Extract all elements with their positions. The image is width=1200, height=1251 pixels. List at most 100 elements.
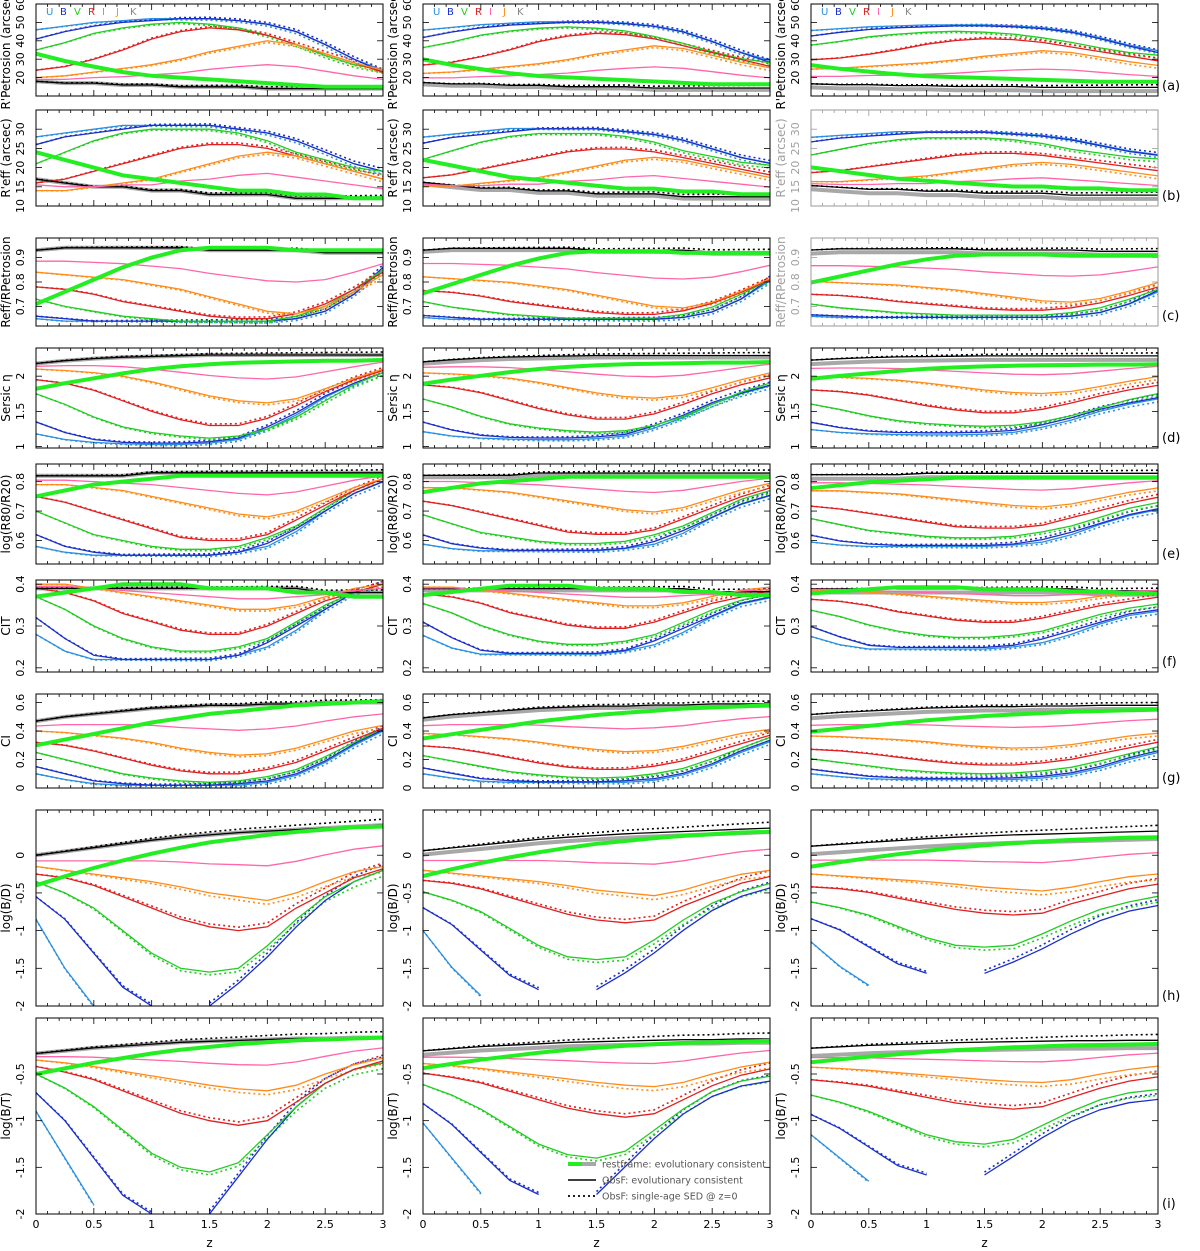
y-tick-label: 20	[14, 161, 27, 175]
y-tick-label: 0.8	[789, 273, 802, 291]
series-line-V-dotted	[811, 748, 1158, 777]
series-line-J	[811, 732, 1158, 749]
series-group	[423, 469, 770, 554]
series-line-V	[423, 489, 770, 545]
y-tick-label: -1.5	[789, 958, 802, 979]
series-group	[811, 352, 1158, 437]
series-group	[811, 469, 1158, 549]
series-line-J-dotted	[423, 586, 770, 609]
series-line-K	[811, 184, 1158, 196]
y-tick-label: 0.7	[789, 502, 802, 520]
series-line-J-dotted	[811, 735, 1158, 751]
series-line-B	[36, 266, 383, 322]
series-group	[36, 123, 383, 201]
y-tick-label: 2	[14, 373, 27, 380]
y-tick-label: -0.5	[401, 1063, 414, 1084]
legend-label: ObsF: single-age SED @ z=0	[602, 1192, 738, 1203]
series-group	[423, 700, 770, 785]
y-axis-label: log(B/T)	[0, 1092, 13, 1139]
series-line-restframe	[36, 699, 383, 748]
x-tick-label: 0	[420, 1218, 427, 1231]
y-tick-label: 0	[789, 785, 802, 792]
y-tick-label: 15	[14, 180, 27, 194]
panel-label: (d)	[1162, 431, 1180, 446]
series-line-R-dotted	[423, 146, 770, 179]
series-line-B-dotted	[423, 736, 770, 782]
series-line-B	[811, 131, 1158, 156]
series-line-K	[423, 181, 770, 198]
y-tick-label: 0.3	[401, 617, 414, 635]
y-axis-label: R'eff (arcsec)	[386, 118, 400, 197]
series-line-V	[36, 869, 383, 973]
x-tick-label: 0	[808, 1218, 815, 1231]
series-group	[36, 818, 383, 1006]
series-line-V	[423, 132, 770, 166]
band-letter-R: R	[863, 7, 870, 18]
series-line-R-dotted	[36, 724, 383, 774]
y-tick-label: 20	[789, 161, 802, 175]
y-tick-label: 0.4	[14, 722, 27, 740]
series-line-B	[811, 750, 1158, 780]
series-line-J-dotted	[811, 490, 1158, 510]
y-tick-label: 20	[14, 71, 27, 85]
series-line-R-dotted	[423, 731, 770, 769]
y-tick-label: -1.5	[401, 958, 414, 979]
x-tick-label: 2.5	[1091, 1218, 1109, 1231]
series-line-B-dotted	[423, 593, 770, 654]
y-tick-label: 1.5	[14, 403, 27, 421]
band-letter-K: K	[517, 7, 524, 18]
x-tick-label: 3	[380, 1218, 387, 1231]
series-line-restframe	[423, 57, 770, 87]
series-line-R	[423, 875, 770, 924]
series-line-U-dotted	[811, 613, 1158, 652]
panel-row2-col3: 10 15 20 25 30R'eff (arcsec) (b)	[774, 109, 1180, 213]
series-line-B	[423, 21, 770, 63]
series-line-restframe	[811, 475, 1158, 491]
series-line-I	[36, 1047, 383, 1066]
y-tick-label: 0.3	[789, 617, 802, 635]
series-line-U-dotted	[811, 25, 1158, 55]
series-line-U	[36, 1110, 95, 1206]
y-tick-label: 0.4	[789, 575, 802, 593]
y-tick-label: 25	[401, 141, 414, 155]
series-line-R	[36, 583, 383, 636]
series-line-J	[811, 161, 1158, 183]
series-group	[423, 246, 770, 322]
y-tick-label: 60	[14, 0, 27, 11]
y-tick-label: 50	[14, 15, 27, 29]
series-line-R	[811, 152, 1158, 174]
y-tick-label: 10	[401, 199, 414, 213]
series-line-B	[811, 609, 1158, 649]
series-line-V-dotted	[36, 875, 383, 976]
series-group	[811, 246, 1158, 321]
y-axis-label: CIT	[774, 616, 788, 636]
y-axis-label: Sersic η	[0, 374, 13, 422]
y-tick-label: 1.5	[789, 403, 802, 421]
series-line-J	[811, 375, 1158, 395]
panel-row1-col2: 20 30 40 50 60R'Petrosion (arcsec) U B V R I J K	[386, 0, 771, 110]
series-group	[811, 130, 1158, 201]
series-line-R-dotted	[811, 1070, 1158, 1107]
y-tick-label: 0.2	[14, 659, 27, 677]
series-line-J	[423, 869, 770, 897]
series-line-B	[423, 278, 770, 320]
series-line-B-dotted	[423, 881, 770, 989]
series-line-U-dotted	[423, 743, 770, 785]
series-line-I	[423, 262, 770, 280]
y-tick-label: 2	[789, 373, 802, 380]
y-tick-label: 0.4	[14, 575, 27, 593]
panel-row7-col3: 0 0.2 0.4 0.6 CI (g)	[774, 693, 1180, 792]
y-tick-label: -1	[14, 1115, 27, 1126]
series-line-K	[811, 704, 1158, 716]
series-line-V	[811, 1088, 1158, 1145]
series-line-I	[36, 475, 383, 496]
series-line-R	[36, 868, 383, 932]
series-line-I	[36, 64, 383, 81]
series-line-J	[811, 50, 1158, 70]
series-line-K-dotted	[423, 821, 770, 852]
series-line-V	[423, 382, 770, 433]
series-line-V-dotted	[811, 31, 1158, 59]
y-tick-label: -1	[14, 925, 27, 936]
band-letter-V: V	[461, 7, 468, 18]
